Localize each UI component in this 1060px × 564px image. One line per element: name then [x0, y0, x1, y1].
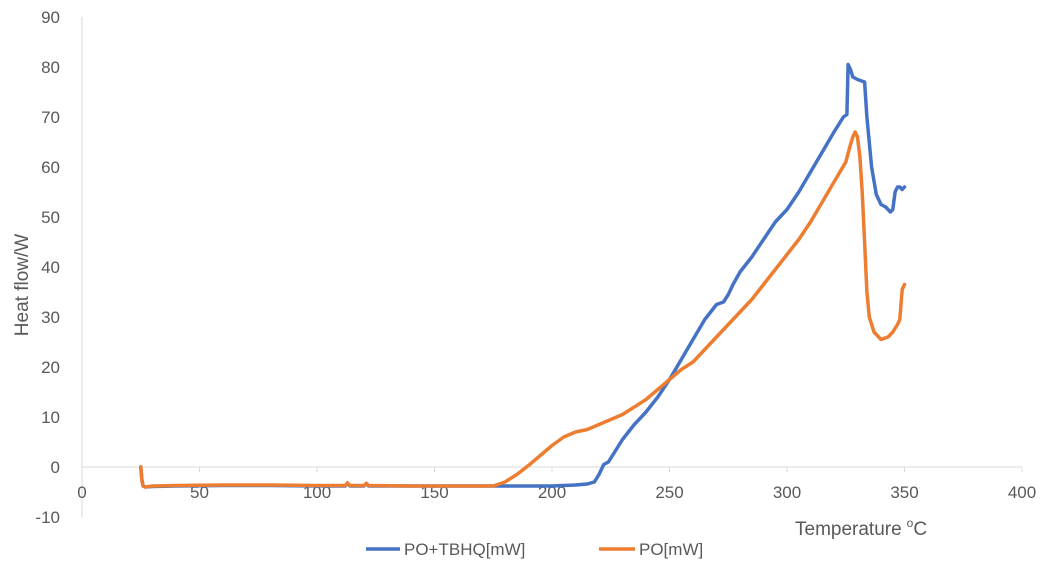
x-tick-label: 350 [890, 483, 918, 502]
y-tick-label: 80 [41, 58, 60, 77]
legend-label-po: PO[mW] [639, 540, 703, 559]
x-axis-title-unit: C [913, 519, 927, 540]
x-tick-label: 250 [655, 483, 683, 502]
series-line-po-tbhq-mw [139, 62, 907, 489]
y-tick-label: 40 [41, 258, 60, 277]
y-tick-label: 60 [41, 158, 60, 177]
legend: PO+TBHQ[mW] PO[mW] [366, 540, 703, 559]
y-tick-label: 0 [51, 458, 60, 477]
legend-item-po-tbhq: PO+TBHQ[mW] [366, 540, 525, 559]
legend-label-po-tbhq: PO+TBHQ[mW] [404, 540, 525, 559]
y-tick-label: 20 [41, 358, 60, 377]
x-tick-label: 300 [773, 483, 801, 502]
x-tick-label: 50 [190, 483, 209, 502]
x-tick-label: 400 [1008, 483, 1036, 502]
x-tick-label: 100 [303, 483, 331, 502]
y-tick-label: 50 [41, 208, 60, 227]
x-axis-title-text: Temperature [795, 519, 902, 540]
x-axis-title-superscript: o [907, 516, 914, 530]
y-tick-label: 90 [41, 8, 60, 27]
y-axis-title: Heat flow/W [12, 234, 33, 336]
y-tick-label: 70 [41, 108, 60, 127]
legend-item-po: PO[mW] [599, 540, 703, 559]
y-tick-label: -10 [35, 508, 60, 527]
y-tick-label: 10 [41, 408, 60, 427]
series-layer [139, 62, 907, 489]
series-line-po-mw [139, 130, 907, 489]
x-tick-label: 0 [77, 483, 86, 502]
y-tick-label: 30 [41, 308, 60, 327]
x-axis-title: Temperature oC [795, 516, 927, 540]
